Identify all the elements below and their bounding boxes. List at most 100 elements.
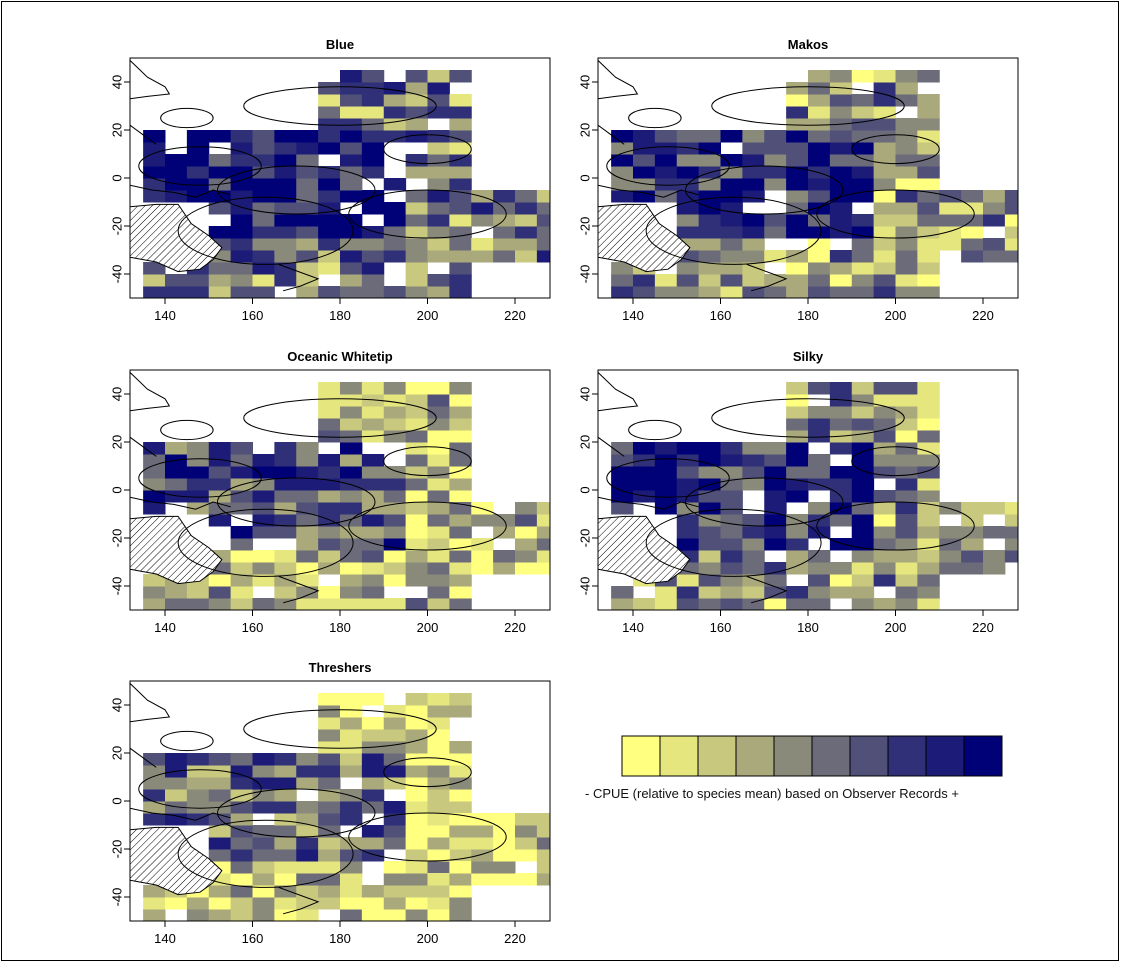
cpue-cell (536, 514, 550, 527)
cpue-cell (873, 154, 896, 167)
cpue-cell (742, 154, 765, 167)
cpue-cell (340, 382, 363, 395)
cpue-cell (296, 765, 319, 778)
cpue-cell (808, 82, 831, 95)
cpue-cell (230, 154, 253, 167)
cpue-cell (917, 418, 940, 431)
cpue-cell (230, 586, 253, 599)
cpue-cell (917, 526, 940, 539)
y-tick-label: 20 (109, 123, 124, 137)
cpue-cell (383, 717, 407, 730)
cpue-cell (383, 598, 407, 610)
legend-swatch (811, 735, 851, 777)
cpue-cell (961, 238, 984, 251)
cpue-cell (252, 262, 275, 275)
cpue-cell (698, 214, 721, 227)
cpue-cell (536, 526, 550, 539)
cpue-cell (698, 274, 721, 287)
y-tick-label: -20 (109, 217, 124, 236)
cpue-cell (274, 837, 297, 850)
cpue-cell (405, 777, 428, 790)
cpue-cell (186, 286, 210, 298)
cpue-cell (405, 574, 428, 587)
cpue-cell (873, 286, 896, 298)
cpue-cell (318, 801, 341, 814)
cpue-cell (939, 190, 962, 203)
cpue-cell (427, 418, 450, 431)
y-tick-label: 0 (109, 174, 124, 181)
cpue-cell (786, 466, 809, 479)
cpue-cell (808, 430, 831, 443)
cpue-cell (895, 94, 918, 107)
cpue-cell (742, 142, 765, 155)
cpue-cell (252, 190, 275, 203)
coastline (598, 60, 639, 100)
x-tick-label: 160 (242, 308, 264, 323)
cpue-cell (427, 382, 450, 395)
cpue-cell (230, 885, 253, 898)
cpue-cell (611, 262, 634, 275)
cpue-cell (208, 777, 232, 790)
cpue-cell (449, 789, 472, 802)
cpue-cell (274, 873, 297, 886)
cpue-cell (186, 274, 210, 287)
cpue-cell (274, 753, 297, 766)
cpue-cell (873, 94, 896, 107)
cpue-cell (208, 130, 232, 143)
cpue-cell (427, 813, 450, 826)
cpue-cell (340, 562, 363, 575)
landmass (598, 515, 691, 585)
cpue-cell (405, 262, 428, 275)
cpue-cell (917, 454, 940, 467)
cpue-cell (808, 250, 831, 263)
cpue-cell (405, 118, 428, 131)
cpue-cell (895, 286, 918, 298)
cpue-cell (405, 741, 428, 754)
cpue-cell (274, 454, 297, 467)
y-tick-label: -20 (109, 840, 124, 859)
cpue-cell (361, 262, 385, 275)
cpue-cell (230, 454, 253, 467)
cpue-cell (742, 250, 765, 263)
cpue-cell (340, 849, 363, 862)
cpue-cell (808, 586, 831, 599)
cpue-cell (917, 490, 940, 503)
cpue-cell (361, 238, 385, 251)
cpue-cell (405, 466, 428, 479)
cpue-cell (939, 238, 962, 251)
cpue-cell (230, 849, 253, 862)
cpue-cell (143, 262, 166, 275)
cpue-cell (230, 214, 253, 227)
cpue-cell (427, 274, 450, 287)
cpue-cell (449, 70, 472, 83)
cpue-cell (786, 406, 809, 419)
cpue-cell (143, 442, 166, 455)
cpue-cell (1004, 238, 1018, 251)
cpue-cell (318, 106, 341, 119)
cpue-cell (698, 238, 721, 251)
cpue-cell (829, 262, 853, 275)
cpue-cell (405, 598, 428, 610)
cpue-cell (449, 106, 472, 119)
cpue-cell (808, 382, 831, 395)
cpue-cell (296, 226, 319, 239)
cpue-cell (383, 82, 407, 95)
cpue-cell (427, 741, 450, 754)
cpue-cell (361, 765, 385, 778)
cpue-cell (449, 394, 472, 407)
cpue-cell (427, 825, 450, 838)
cpue-cell (252, 238, 275, 251)
cpue-cell (493, 562, 516, 575)
legend-swatch (887, 735, 927, 777)
cpue-cell (427, 454, 450, 467)
cpue-cell (427, 789, 450, 802)
cpue-cell (720, 250, 743, 263)
cpue-cell (427, 94, 450, 107)
cpue-cell (961, 538, 984, 551)
cpue-cell (318, 813, 341, 826)
cpue-cell (449, 94, 472, 107)
cpue-cell (449, 909, 472, 921)
cpue-cell (698, 142, 721, 155)
cpue-cell (764, 214, 787, 227)
cpue-cell (318, 250, 341, 263)
